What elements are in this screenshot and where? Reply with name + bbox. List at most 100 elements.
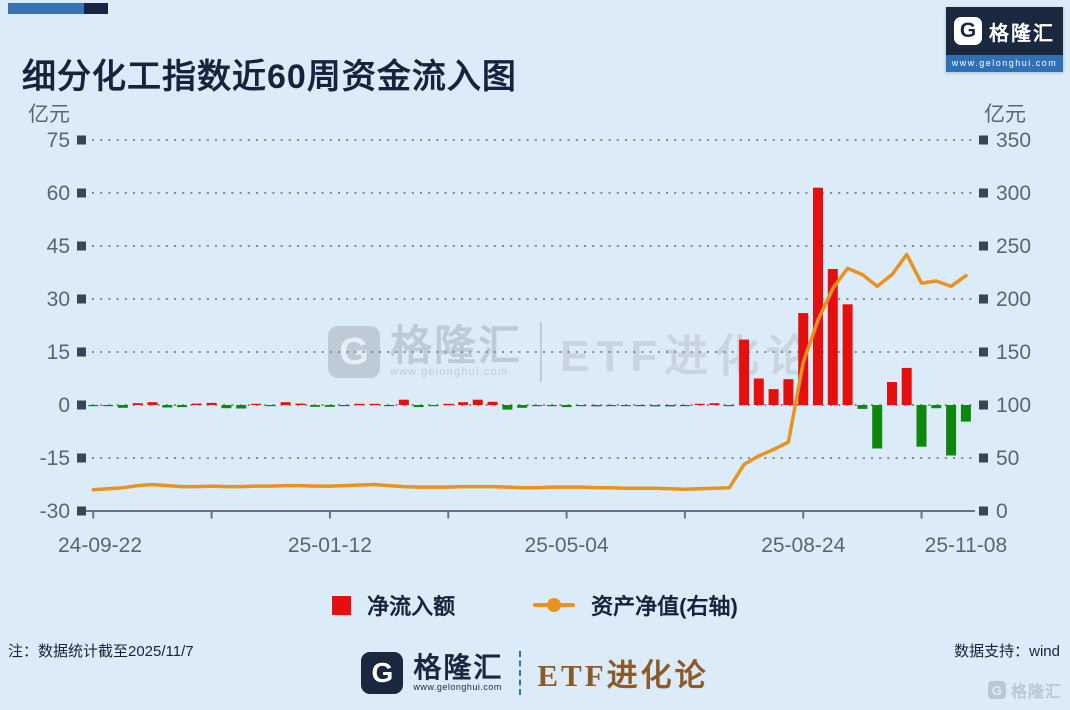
data-cutoff-note: 注：数据统计截至2025/11/7	[8, 643, 194, 660]
corner-g-icon: G	[987, 681, 1006, 699]
net-inflow-bar	[694, 403, 705, 405]
net-inflow-bar	[339, 405, 350, 407]
net-inflow-bar	[487, 401, 498, 405]
right-axis-tick-label: 50	[996, 447, 1019, 470]
nav-legend-label: 资产净值(右轴)	[591, 594, 738, 619]
net-inflow-bar	[620, 405, 631, 407]
accent-blue-bar	[8, 3, 84, 14]
left-tick-marker	[77, 506, 86, 516]
footer-brand-url: www.gelonghui.com	[413, 681, 502, 692]
net-inflow-bar	[117, 405, 128, 408]
net-inflow-bar	[177, 405, 187, 408]
right-tick-marker	[979, 294, 988, 304]
chart-legend: 净流入额 资产净值(右轴)	[0, 589, 1070, 621]
net-inflow-bar	[310, 405, 321, 407]
net-inflow-bar	[162, 405, 173, 408]
right-axis-tick-label: 250	[996, 235, 1031, 258]
net-inflow-bar	[857, 405, 868, 409]
net-inflow-bar	[561, 405, 572, 408]
net-inflow-bar	[605, 405, 616, 407]
net-inflow-bar	[532, 405, 542, 407]
watermark-brand-name: 格隆汇	[390, 322, 523, 370]
net-inflow-bar	[413, 405, 424, 408]
net-inflow-bar	[88, 405, 99, 407]
left-axis-tick-label: -30	[40, 500, 70, 523]
net-inflow-bar	[768, 389, 779, 405]
data-source-note: 数据支持：wind	[954, 643, 1060, 660]
net-inflow-bar	[813, 187, 823, 405]
net-inflow-bar	[280, 402, 291, 405]
net-inflow-bar	[191, 403, 202, 405]
right-tick-marker	[979, 135, 988, 145]
title-accent-bar	[8, 3, 108, 14]
net-inflow-bar	[132, 403, 143, 405]
right-axis-tick-label: 150	[996, 341, 1031, 364]
left-axis-tick-label: 30	[47, 288, 70, 311]
net-inflow-bar	[251, 403, 261, 405]
right-axis-tick-label: 0	[996, 500, 1008, 523]
x-axis-date-label: 25-11-08	[925, 534, 1008, 557]
left-tick-marker	[77, 347, 86, 357]
net-inflow-bar	[428, 405, 439, 407]
legend-item-net-inflow: 净流入额	[332, 589, 455, 621]
right-axis-unit: 亿元	[984, 103, 1026, 126]
net-inflow-bar	[665, 405, 676, 407]
right-axis-tick-label: 300	[996, 182, 1031, 205]
left-axis-tick-label: 15	[47, 341, 70, 364]
net-inflow-bar	[931, 405, 942, 409]
net-inflow-bar	[576, 405, 587, 407]
net-inflow-bar	[783, 379, 794, 405]
right-tick-marker	[979, 453, 988, 463]
net-inflow-bar	[946, 405, 957, 456]
left-axis-tick-label: 0	[58, 394, 70, 417]
footer-divider	[519, 650, 522, 695]
net-inflow-bar	[236, 405, 247, 409]
right-axis-tick-label: 350	[996, 129, 1031, 152]
corner-brand-name: 格隆汇	[1010, 684, 1062, 701]
accent-navy-square	[84, 3, 108, 14]
left-tick-marker	[77, 188, 86, 198]
net-inflow-bar	[887, 382, 897, 405]
left-tick-marker	[77, 294, 86, 304]
watermark-brand-block: 格隆汇 www.gelonghui.com	[390, 322, 523, 378]
left-axis-tick-label: 45	[47, 235, 70, 258]
left-tick-marker	[77, 241, 86, 251]
net-inflow-bar	[324, 405, 335, 407]
net-inflow-bar	[709, 403, 720, 405]
corner-watermark: G 格隆汇	[987, 678, 1062, 702]
net-inflow-bar	[546, 405, 557, 407]
left-axis-unit: 亿元	[28, 103, 70, 126]
net-inflow-bar	[147, 402, 158, 405]
footer-brand: G 格隆汇 www.gelonghui.com ETF进化论	[0, 650, 1070, 695]
x-axis-date-label: 25-08-24	[761, 534, 845, 557]
nav-line	[91, 252, 968, 492]
net-inflow-bar	[458, 402, 469, 405]
net-inflow-bar	[753, 378, 764, 405]
left-tick-marker	[77, 400, 86, 410]
net-inflow-bar	[265, 405, 276, 407]
gelonghui-url: www.gelonghui.com	[946, 55, 1063, 72]
gelonghui-g-icon: G	[954, 17, 982, 45]
net-inflow-bar	[679, 405, 690, 407]
net-inflow-bar	[635, 405, 646, 407]
left-axis-tick-label: 75	[47, 129, 70, 152]
right-axis-tick-label: 200	[996, 288, 1031, 311]
net-inflow-bar	[827, 269, 838, 405]
net-inflow-bar	[384, 405, 395, 407]
capital-flow-chart: 75 350 60 300 45 250 30 200 15 150 0 100 -15 50 -30 0 24…	[40, 129, 1031, 557]
right-tick-marker	[979, 400, 988, 410]
net-inflow-bar	[221, 405, 232, 409]
gelonghui-logo-box: G 格隆汇 www.gelonghui.com	[946, 7, 1063, 72]
net-inflow-legend-swatch	[332, 595, 352, 615]
watermark-url: www.gelonghui.com	[390, 365, 509, 378]
watermark-divider	[540, 322, 543, 382]
legend-item-nav: 资产净值(右轴)	[533, 589, 738, 621]
net-inflow-bar	[295, 403, 306, 405]
watermark-etf-text: ETF进化论	[560, 332, 818, 381]
x-axis-date-label: 25-05-04	[525, 534, 609, 557]
net-inflow-bar	[960, 405, 971, 422]
net-inflow-legend-label: 净流入额	[367, 594, 456, 619]
net-inflow-bar	[591, 405, 602, 407]
x-axis-date-label: 25-01-12	[288, 534, 372, 557]
right-tick-marker	[979, 506, 988, 516]
